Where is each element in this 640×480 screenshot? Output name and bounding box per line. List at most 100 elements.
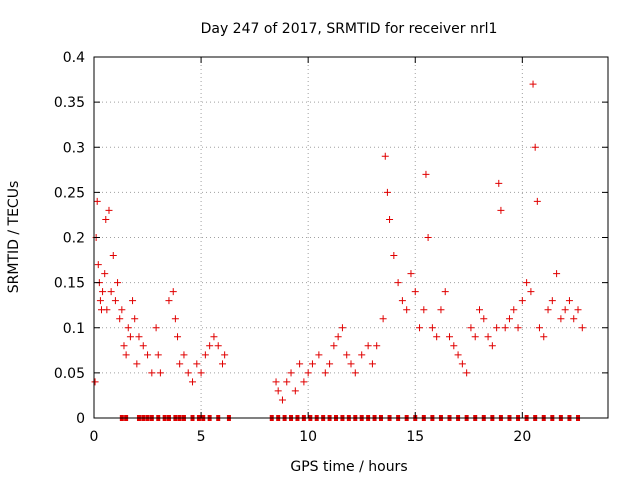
data-point-plus xyxy=(135,333,143,341)
data-point-plus xyxy=(291,387,299,395)
data-point-plus xyxy=(358,351,366,359)
data-point-plus xyxy=(165,297,173,305)
data-point-plus xyxy=(111,297,119,305)
data-point-plus xyxy=(561,306,569,314)
data-point-plus xyxy=(510,306,518,314)
data-point-plus xyxy=(488,342,496,350)
data-point-plus xyxy=(93,197,101,205)
data-point-plus xyxy=(107,288,115,296)
data-point-plus xyxy=(407,270,415,278)
data-point-plus xyxy=(428,324,436,332)
data-point-plus xyxy=(373,342,381,350)
data-point-plus xyxy=(467,324,475,332)
data-point-plus xyxy=(553,270,561,278)
data-point-plus xyxy=(176,360,184,368)
x-tick-label: 15 xyxy=(406,429,424,445)
data-point-plus xyxy=(570,315,578,323)
data-point-plus xyxy=(321,369,329,377)
data-point-plus xyxy=(287,369,295,377)
data-point-plus xyxy=(347,360,355,368)
data-point-plus xyxy=(422,170,430,178)
y-tick-label: 0.35 xyxy=(54,95,85,111)
y-tick-label: 0 xyxy=(76,411,85,427)
data-point-plus xyxy=(390,252,398,260)
data-point-plus xyxy=(278,396,286,404)
x-tick-label: 10 xyxy=(299,429,317,445)
data-point-plus xyxy=(131,315,139,323)
data-point-plus xyxy=(484,333,492,341)
data-point-plus xyxy=(394,279,402,287)
data-point-plus xyxy=(148,369,156,377)
data-point-plus xyxy=(96,297,104,305)
data-point-plus xyxy=(102,215,110,223)
y-tick-label: 0.2 xyxy=(63,231,85,247)
axis-ticks xyxy=(93,56,608,419)
data-point-plus xyxy=(450,342,458,350)
data-point-plus xyxy=(379,315,387,323)
y-tick-label: 0.25 xyxy=(54,185,85,201)
data-point-plus xyxy=(514,324,522,332)
data-point-plus xyxy=(368,360,376,368)
y-tick-label: 0.15 xyxy=(54,276,85,292)
data-point-plus xyxy=(103,306,111,314)
data-point-plus xyxy=(99,288,107,296)
data-point-plus xyxy=(210,333,218,341)
data-point-plus xyxy=(476,306,483,314)
data-point-plus xyxy=(139,342,147,350)
data-point-plus xyxy=(574,306,582,314)
data-point-plus xyxy=(105,206,113,214)
data-points xyxy=(91,80,586,404)
data-point-plus xyxy=(283,378,291,386)
data-point-plus xyxy=(184,369,192,377)
y-tick-label: 0.4 xyxy=(63,50,85,66)
data-point-plus xyxy=(197,369,205,377)
data-point-plus xyxy=(193,360,201,368)
data-point-plus xyxy=(398,297,406,305)
x-tick-label: 0 xyxy=(90,429,99,445)
data-point-plus xyxy=(495,179,503,187)
data-point-plus xyxy=(109,252,117,260)
y-tick-label: 0.3 xyxy=(63,140,85,156)
data-point-plus xyxy=(364,342,372,350)
data-point-plus xyxy=(308,360,316,368)
y-axis-label: SRMTID / TECUs xyxy=(6,181,22,294)
data-point-plus xyxy=(101,270,109,278)
data-point-plus xyxy=(578,324,586,332)
data-point-plus xyxy=(454,351,462,359)
data-point-plus xyxy=(411,288,419,296)
data-point-plus xyxy=(497,206,505,214)
data-point-plus xyxy=(535,324,543,332)
data-point-plus xyxy=(124,324,132,332)
data-point-plus xyxy=(304,369,312,377)
data-point-plus xyxy=(201,351,209,359)
data-point-plus xyxy=(533,197,541,205)
data-point-plus xyxy=(557,315,565,323)
data-point-plus xyxy=(505,315,513,323)
data-point-plus xyxy=(334,333,342,341)
data-point-plus xyxy=(272,378,280,386)
data-point-plus xyxy=(221,351,229,359)
data-point-plus xyxy=(403,306,411,314)
data-point-plus xyxy=(501,324,509,332)
data-point-plus xyxy=(326,360,334,368)
y-tick-label: 0.1 xyxy=(63,321,85,337)
data-point-plus xyxy=(548,297,556,305)
data-point-plus xyxy=(180,351,188,359)
x-tick-label: 5 xyxy=(197,429,206,445)
x-tick-label: 20 xyxy=(513,429,531,445)
data-point-plus xyxy=(540,333,548,341)
data-point-plus xyxy=(420,306,428,314)
data-point-plus xyxy=(171,315,179,323)
data-point-plus xyxy=(274,387,282,395)
data-point-plus xyxy=(114,279,122,287)
data-point-plus xyxy=(116,315,124,323)
data-point-plus xyxy=(527,288,535,296)
data-point-plus xyxy=(351,369,359,377)
data-point-plus xyxy=(518,297,526,305)
data-point-plus xyxy=(219,360,226,368)
data-point-plus xyxy=(493,324,501,332)
data-point-plus xyxy=(441,288,449,296)
data-point-plus xyxy=(169,288,177,296)
data-point-plus xyxy=(120,342,128,350)
